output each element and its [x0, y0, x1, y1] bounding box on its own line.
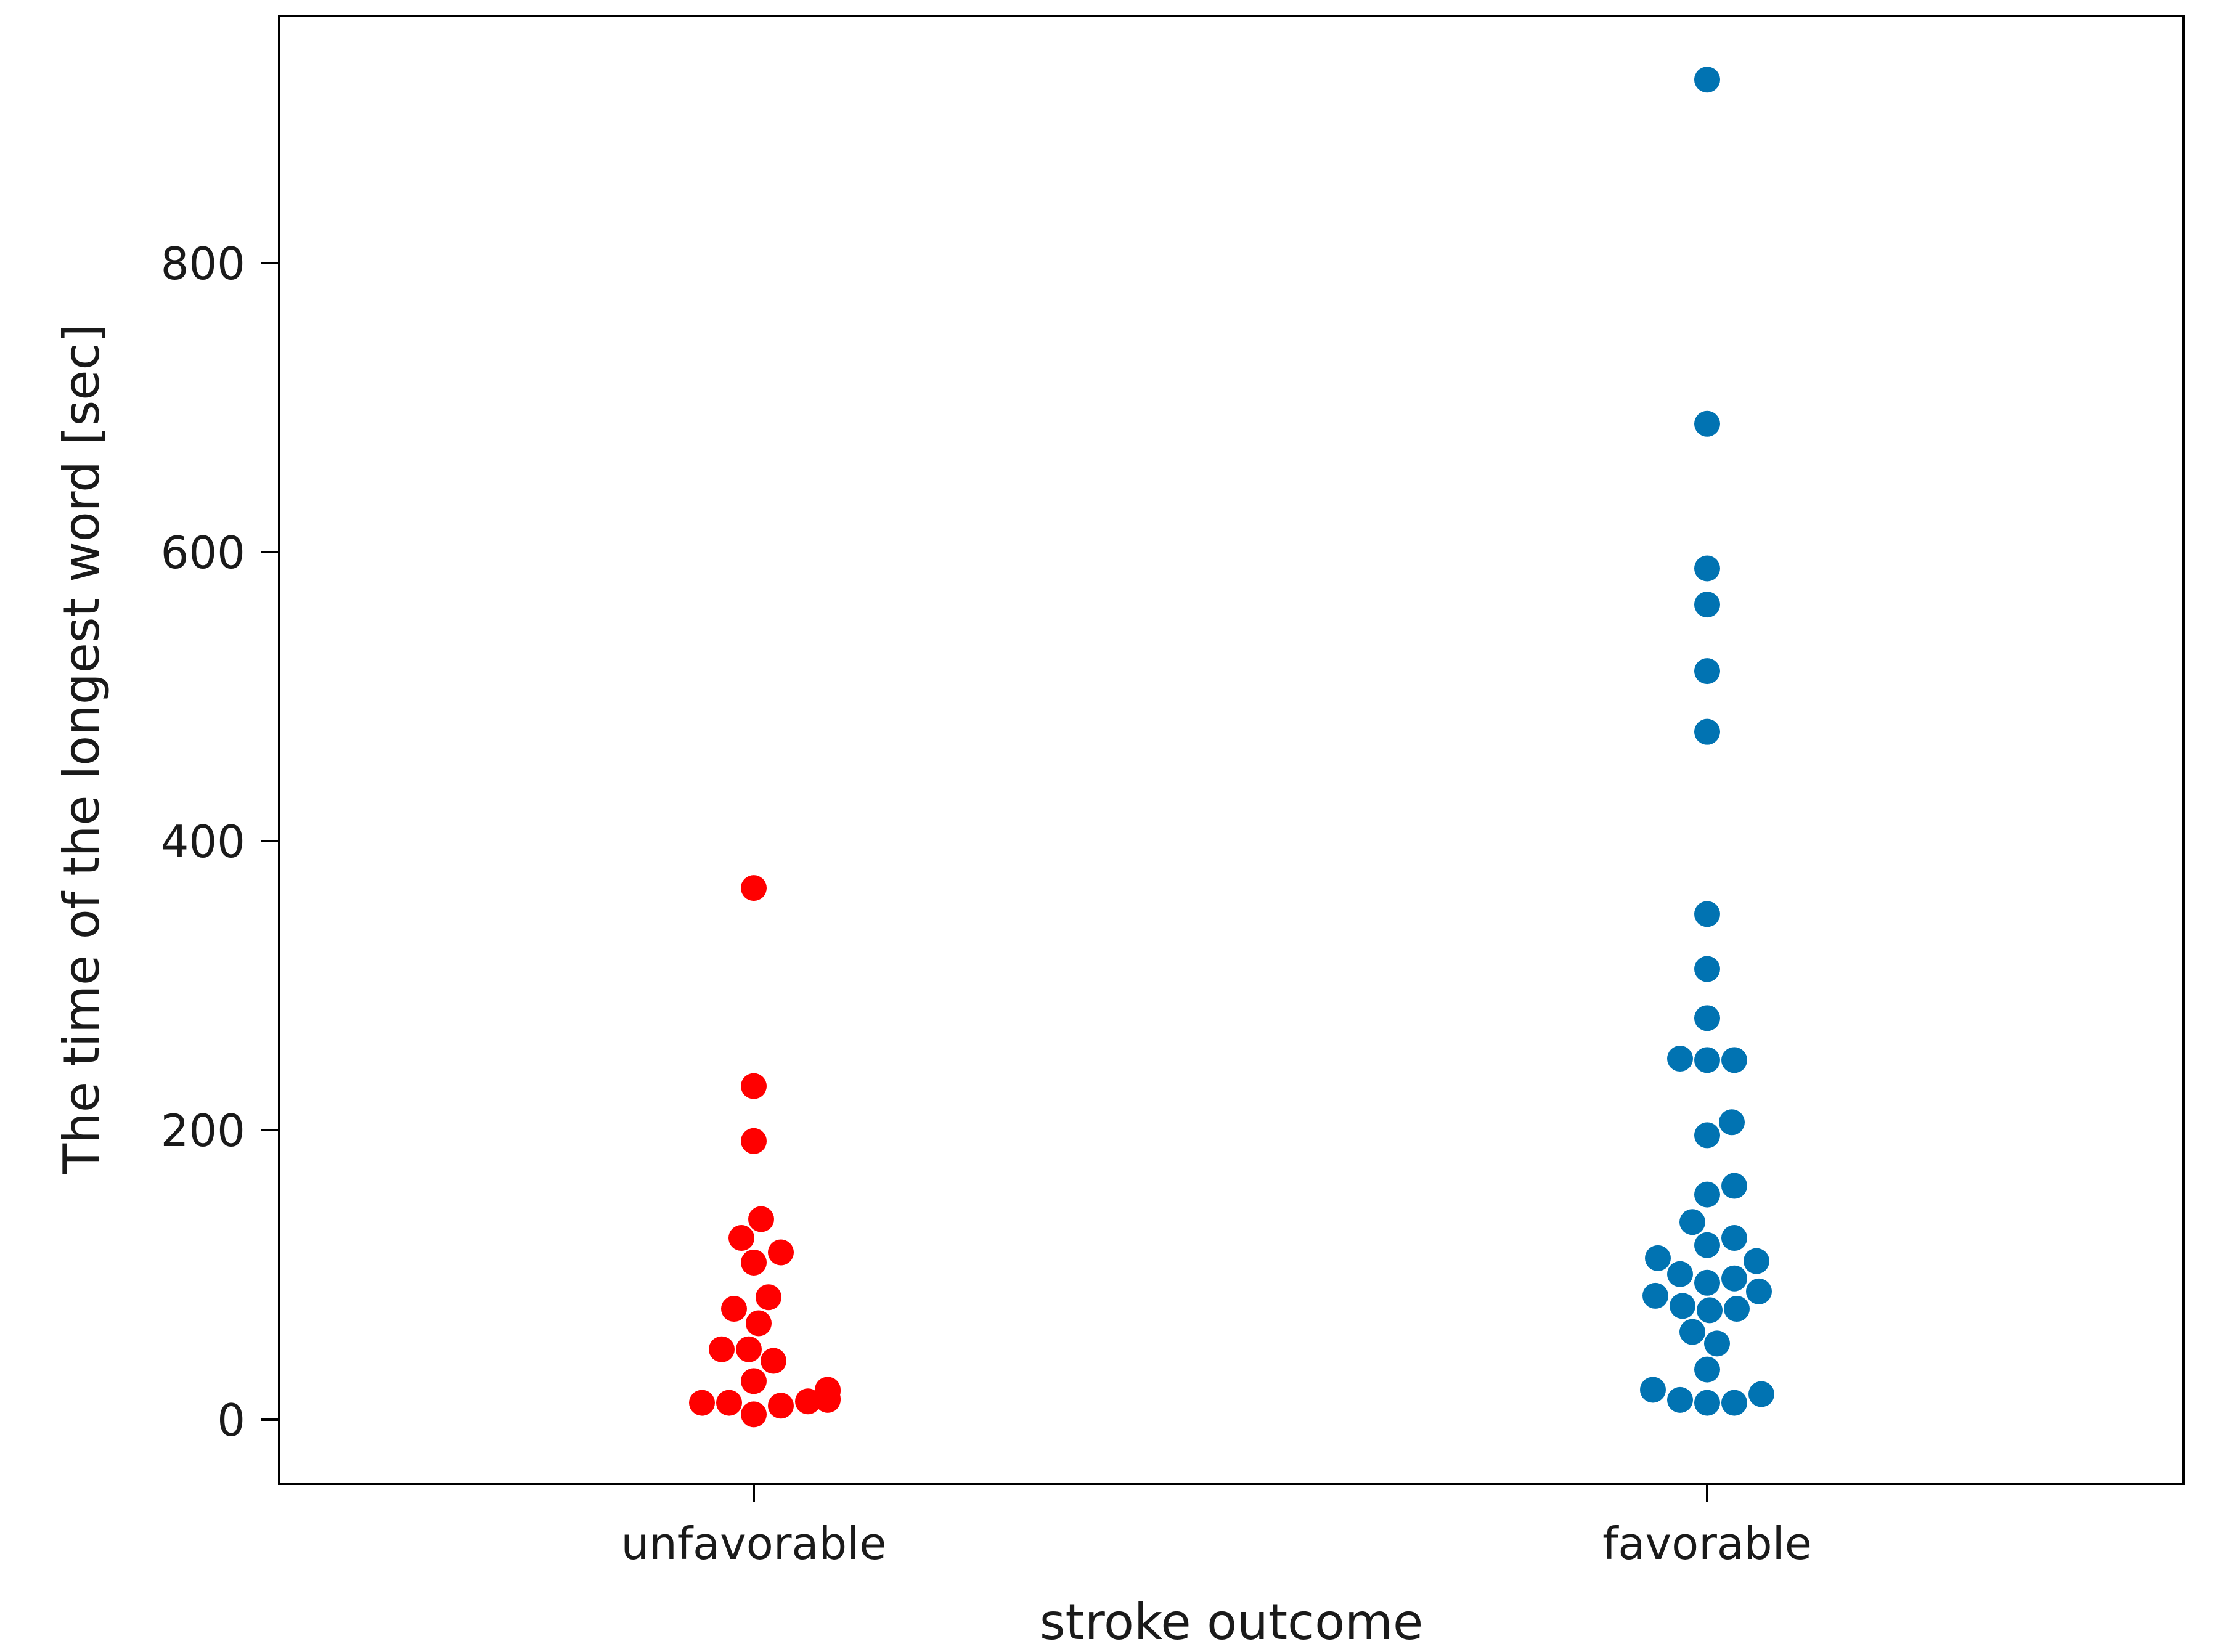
data-point-unfavorable	[756, 1284, 781, 1311]
data-point-favorable	[1694, 1181, 1720, 1208]
data-point-favorable	[1694, 901, 1720, 927]
data-point-favorable	[1694, 658, 1720, 685]
data-point-favorable	[1694, 1269, 1720, 1296]
data-point-favorable	[1694, 67, 1720, 93]
data-point-favorable	[1667, 1046, 1693, 1072]
data-point-favorable	[1694, 956, 1720, 982]
data-point-unfavorable	[815, 1377, 841, 1403]
x-axis-title: stroke outcome	[1040, 1593, 1423, 1651]
data-point-favorable	[1748, 1381, 1774, 1407]
data-point-favorable	[1667, 1261, 1693, 1287]
data-point-unfavorable	[721, 1296, 747, 1322]
data-point-unfavorable	[741, 1128, 767, 1154]
data-point-unfavorable	[689, 1390, 715, 1416]
data-point-favorable	[1679, 1319, 1705, 1345]
y-axis-title: The time of the longest word [sec]	[53, 323, 110, 1174]
data-point-favorable	[1640, 1377, 1666, 1403]
data-point-favorable	[1694, 1356, 1720, 1383]
data-point-favorable	[1694, 1122, 1720, 1149]
y-tick-label: 0	[217, 1394, 245, 1446]
data-point-favorable	[1746, 1278, 1772, 1304]
data-point-favorable	[1679, 1209, 1705, 1235]
data-point-unfavorable	[768, 1239, 794, 1266]
data-point-unfavorable	[748, 1206, 774, 1232]
y-tick-label: 400	[161, 816, 245, 868]
data-point-unfavorable	[795, 1388, 821, 1415]
data-point-unfavorable	[768, 1393, 794, 1419]
data-point-unfavorable	[716, 1390, 742, 1416]
data-point-favorable	[1697, 1297, 1723, 1324]
data-point-favorable	[1694, 592, 1720, 618]
data-point-favorable	[1667, 1386, 1693, 1413]
data-point-unfavorable	[741, 1249, 767, 1276]
data-point-favorable	[1670, 1293, 1695, 1319]
data-point-favorable	[1694, 1390, 1720, 1416]
data-point-favorable	[1724, 1296, 1750, 1322]
data-point-unfavorable	[741, 1401, 767, 1428]
y-tick-label: 200	[161, 1105, 245, 1157]
data-point-unfavorable	[736, 1336, 762, 1362]
data-point-unfavorable	[741, 1368, 767, 1394]
data-point-favorable	[1645, 1245, 1671, 1271]
y-axis: 0 200 400 600 800 The time of the longes…	[53, 238, 279, 1446]
data-point-unfavorable	[761, 1348, 786, 1374]
data-point-favorable	[1642, 1282, 1668, 1309]
data-point-unfavorable	[709, 1336, 735, 1362]
data-point-unfavorable	[746, 1310, 772, 1337]
plot-frame	[278, 15, 2185, 1485]
data-point-favorable	[1694, 718, 1720, 745]
data-point-favorable	[1744, 1248, 1769, 1274]
data-point-favorable	[1721, 1265, 1747, 1292]
data-point-favorable	[1694, 1232, 1720, 1258]
data-point-favorable	[1721, 1047, 1747, 1073]
x-tick-label-unfavorable: unfavorable	[621, 1518, 886, 1569]
data-point-unfavorable	[741, 1073, 767, 1099]
data-point-favorable	[1721, 1390, 1747, 1416]
y-tick-label: 800	[161, 238, 245, 290]
y-tick-label: 600	[161, 527, 245, 579]
data-point-favorable	[1704, 1330, 1730, 1357]
data-point-favorable	[1694, 1005, 1720, 1031]
data-point-favorable	[1721, 1225, 1747, 1251]
data-point-favorable	[1721, 1173, 1747, 1199]
data-point-favorable	[1694, 555, 1720, 582]
data-point-favorable	[1719, 1109, 1745, 1136]
data-point-favorable	[1694, 1047, 1720, 1073]
data-point-unfavorable	[728, 1225, 754, 1251]
data-point-unfavorable	[741, 875, 767, 901]
points-layer	[689, 67, 1774, 1428]
x-axis: unfavorable favorable stroke outcome	[621, 1484, 1812, 1651]
x-tick-label-favorable: favorable	[1602, 1518, 1812, 1569]
data-point-favorable	[1694, 410, 1720, 437]
